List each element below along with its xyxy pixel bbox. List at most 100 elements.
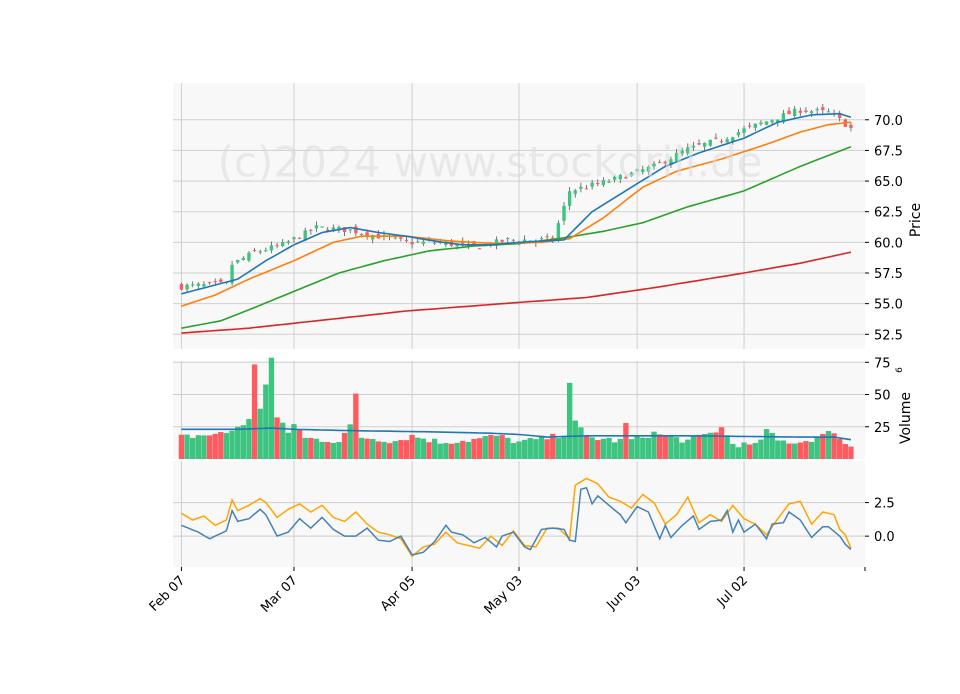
candle-body: [747, 125, 752, 127]
volume-bar: [724, 435, 730, 459]
candle-body: [725, 139, 729, 143]
price-tick-label: 52.5: [874, 328, 903, 343]
candle-body: [663, 161, 667, 164]
candle-body: [719, 141, 724, 143]
volume-bar: [280, 422, 286, 459]
candle-body: [629, 172, 634, 177]
volume-bar: [392, 441, 398, 459]
volume-bar: [730, 443, 736, 459]
volume-bar: [623, 423, 629, 459]
candle-body: [371, 235, 375, 240]
candle-body: [691, 145, 696, 148]
candle-body: [545, 236, 549, 238]
volume-bar: [206, 435, 213, 459]
volume-bar: [465, 442, 472, 459]
candle-body: [416, 241, 420, 243]
candle-body: [230, 264, 234, 284]
volume-bar: [516, 441, 522, 459]
candle-body: [787, 110, 791, 115]
candle-body: [185, 284, 189, 290]
x-tick-label: Feb 07: [147, 573, 189, 615]
candle-body: [213, 281, 217, 283]
candle-body: [714, 137, 718, 139]
volume-bar: [437, 443, 443, 459]
volume-bar: [448, 443, 455, 459]
volume-bar: [488, 434, 494, 459]
candle-body: [337, 226, 341, 230]
indicator-tick-label: 2.5: [874, 497, 895, 512]
candle-body: [342, 227, 347, 233]
volume-bar: [201, 435, 207, 459]
volume-bar: [538, 435, 545, 459]
candle-body: [309, 229, 313, 231]
volume-bar: [257, 408, 263, 459]
candle-body: [792, 108, 797, 117]
volume-bar: [651, 431, 657, 459]
candle-body: [286, 241, 291, 244]
volume-bar: [420, 438, 427, 459]
candle-body: [770, 120, 774, 123]
volume-tick-label: 75: [874, 356, 891, 371]
volume-bar: [679, 442, 685, 459]
price-tick-label: 70.0: [874, 114, 903, 129]
volume-bar: [583, 435, 590, 459]
volume-bar: [848, 446, 854, 459]
x-tick-label: Jul 02: [714, 573, 751, 610]
volume-bar: [640, 437, 646, 459]
candle-body: [680, 150, 684, 154]
volume-bar: [313, 438, 320, 459]
volume-bar: [696, 434, 702, 459]
volume-bar: [212, 433, 218, 459]
volume-bar: [763, 429, 770, 459]
volume-bar: [364, 438, 370, 459]
volume-bar: [482, 436, 488, 459]
candle-body: [804, 110, 808, 112]
candle-body: [511, 239, 516, 241]
volume-bar: [415, 437, 421, 459]
candle-body: [494, 239, 499, 246]
x-tick-label: Jun 03: [604, 573, 644, 613]
volume-bar: [707, 432, 713, 459]
volume-bar: [673, 437, 680, 459]
volume-bar: [398, 440, 404, 459]
volume-bar: [308, 437, 314, 459]
volume-bar: [296, 429, 303, 459]
price-tick-label: 55.0: [874, 298, 903, 313]
candle-body: [601, 180, 606, 186]
volume-bar: [521, 439, 528, 459]
volume-bar: [319, 441, 325, 459]
candle-body: [432, 242, 437, 244]
candle-body: [269, 245, 274, 251]
volume-bar: [752, 443, 758, 459]
volume-bar: [589, 437, 595, 459]
candle-body: [686, 147, 690, 154]
indicator-line-1: [181, 486, 852, 556]
volume-bar: [718, 427, 725, 459]
volume-bar: [769, 432, 775, 459]
volume-bar: [223, 433, 230, 459]
candle-body: [506, 238, 510, 240]
volume-bar: [218, 432, 224, 459]
volume-bar: [268, 357, 275, 459]
ma-200-line: [181, 251, 852, 334]
candle-body: [562, 205, 566, 221]
candle-body: [326, 229, 330, 232]
candle-body: [421, 241, 426, 244]
candle-body: [590, 182, 594, 187]
volume-bar: [460, 440, 466, 459]
volume-bar: [499, 435, 505, 459]
candle-body: [191, 284, 195, 286]
volume-bar: [561, 435, 567, 459]
volume-bar: [741, 442, 747, 459]
volume-bar: [386, 443, 393, 459]
volume-bar: [611, 442, 618, 459]
candle-body: [477, 248, 482, 250]
indicator-tick-label: 0.0: [874, 530, 895, 545]
candle-body: [821, 107, 825, 110]
price-axis-label: Price: [908, 203, 924, 237]
volume-bar: [656, 434, 663, 459]
volume-bar: [775, 440, 781, 459]
candle-body: [798, 110, 802, 113]
volume-bar: [336, 442, 342, 459]
